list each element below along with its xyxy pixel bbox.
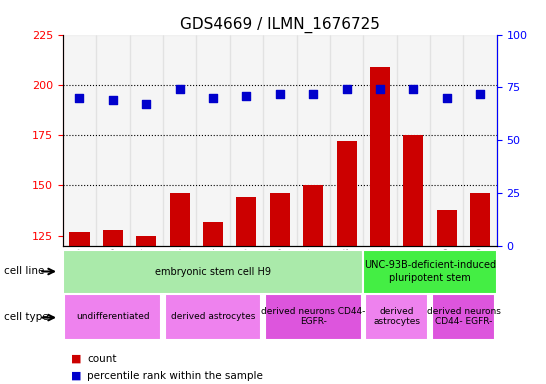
Bar	[163, 35, 197, 246]
Bar	[464, 35, 497, 246]
Bar	[165, 294, 262, 340]
Bar	[370, 67, 390, 246]
Text: derived neurons
CD44- EGFR-: derived neurons CD44- EGFR-	[426, 307, 500, 326]
Bar	[432, 294, 495, 340]
Bar	[363, 250, 497, 294]
Title: GDS4669 / ILMN_1676725: GDS4669 / ILMN_1676725	[180, 17, 380, 33]
Bar	[265, 294, 361, 340]
Text: embryonic stem cell H9: embryonic stem cell H9	[155, 266, 271, 277]
Text: percentile rank within the sample: percentile rank within the sample	[87, 371, 263, 381]
Bar	[296, 35, 330, 246]
Bar	[197, 35, 230, 246]
Point	[109, 97, 117, 103]
Bar	[403, 135, 423, 246]
Point	[175, 86, 184, 93]
Bar	[270, 194, 290, 246]
Bar	[230, 35, 263, 246]
Bar	[203, 222, 223, 246]
Bar	[63, 250, 363, 294]
Text: ■: ■	[71, 354, 81, 364]
Bar	[470, 194, 490, 246]
Point	[242, 93, 251, 99]
Point	[309, 91, 318, 97]
Point	[209, 95, 217, 101]
Bar	[303, 185, 323, 246]
Bar	[63, 35, 96, 246]
Text: derived
astrocytes: derived astrocytes	[373, 307, 420, 326]
Bar	[363, 35, 397, 246]
Bar	[96, 35, 129, 246]
Bar	[236, 197, 257, 246]
Bar	[170, 194, 189, 246]
Point	[75, 95, 84, 101]
Text: ■: ■	[71, 371, 81, 381]
Text: derived astrocytes: derived astrocytes	[171, 312, 255, 321]
Bar	[263, 35, 296, 246]
Bar	[69, 232, 90, 246]
Bar	[336, 141, 357, 246]
Point	[276, 91, 284, 97]
Text: count: count	[87, 354, 117, 364]
Point	[142, 101, 151, 108]
Point	[376, 86, 384, 93]
Point	[476, 91, 484, 97]
Bar	[64, 294, 161, 340]
Text: cell type: cell type	[4, 312, 49, 322]
Point	[409, 86, 418, 93]
Bar	[365, 294, 429, 340]
Text: UNC-93B-deficient-induced
pluripotent stem: UNC-93B-deficient-induced pluripotent st…	[364, 260, 496, 283]
Bar	[129, 35, 163, 246]
Point	[442, 95, 451, 101]
Point	[342, 86, 351, 93]
Bar	[397, 35, 430, 246]
Text: undifferentiated: undifferentiated	[76, 312, 150, 321]
Text: cell line: cell line	[4, 266, 45, 276]
Bar	[330, 35, 363, 246]
Text: derived neurons CD44-
EGFR-: derived neurons CD44- EGFR-	[261, 307, 365, 326]
Bar	[437, 210, 457, 246]
Bar	[136, 236, 156, 246]
Bar	[430, 35, 464, 246]
Bar	[103, 230, 123, 246]
